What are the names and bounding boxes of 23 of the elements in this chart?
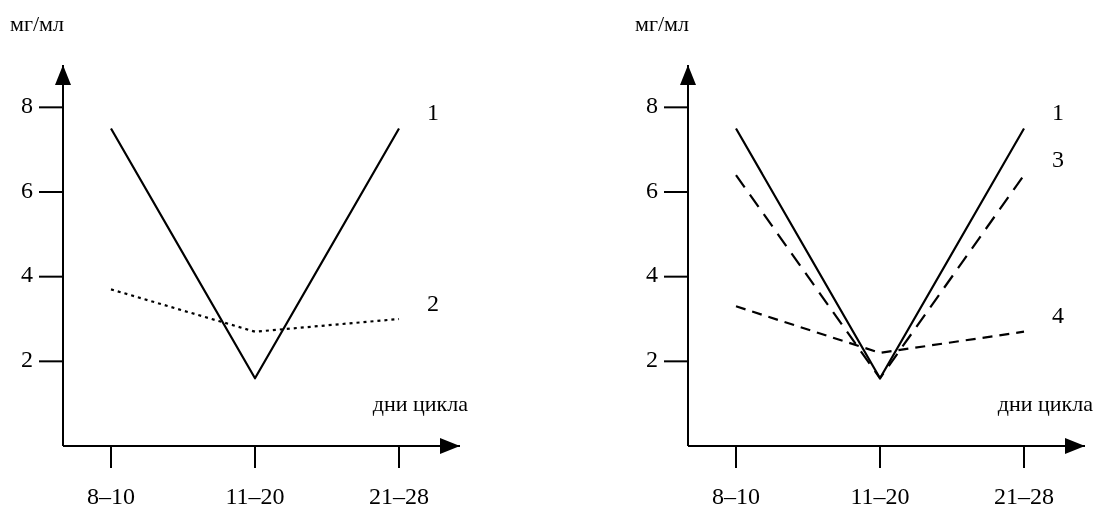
y-axis-title: мг/мл: [635, 11, 689, 37]
series-label: 4: [1052, 302, 1064, 329]
x-tick-label: 8–10: [87, 482, 135, 509]
y-tick-label: 6: [646, 176, 658, 203]
x-tick-label: 21–28: [994, 482, 1054, 509]
series-label: 3: [1052, 145, 1064, 172]
y-tick-label: 2: [646, 345, 658, 372]
x-axis-title: дни цикла: [997, 391, 1094, 417]
x-tick-label: 21–28: [369, 482, 429, 509]
x-tick-label: 11–20: [850, 482, 910, 509]
y-tick-label: 6: [21, 176, 33, 203]
x-tick-label: 8–10: [712, 482, 760, 509]
x-axis-title: дни цикла: [372, 391, 469, 417]
y-tick-label: 2: [21, 345, 33, 372]
series-label: 1: [1052, 99, 1064, 126]
y-tick-label: 4: [646, 261, 658, 288]
y-tick-label: 8: [646, 91, 658, 118]
series-label: 2: [427, 289, 439, 316]
y-tick-label: 4: [21, 261, 33, 288]
x-tick-label: 11–20: [225, 482, 285, 509]
y-axis-title: мг/мл: [10, 11, 64, 37]
y-tick-label: 8: [21, 91, 33, 118]
series-label: 1: [427, 99, 439, 126]
